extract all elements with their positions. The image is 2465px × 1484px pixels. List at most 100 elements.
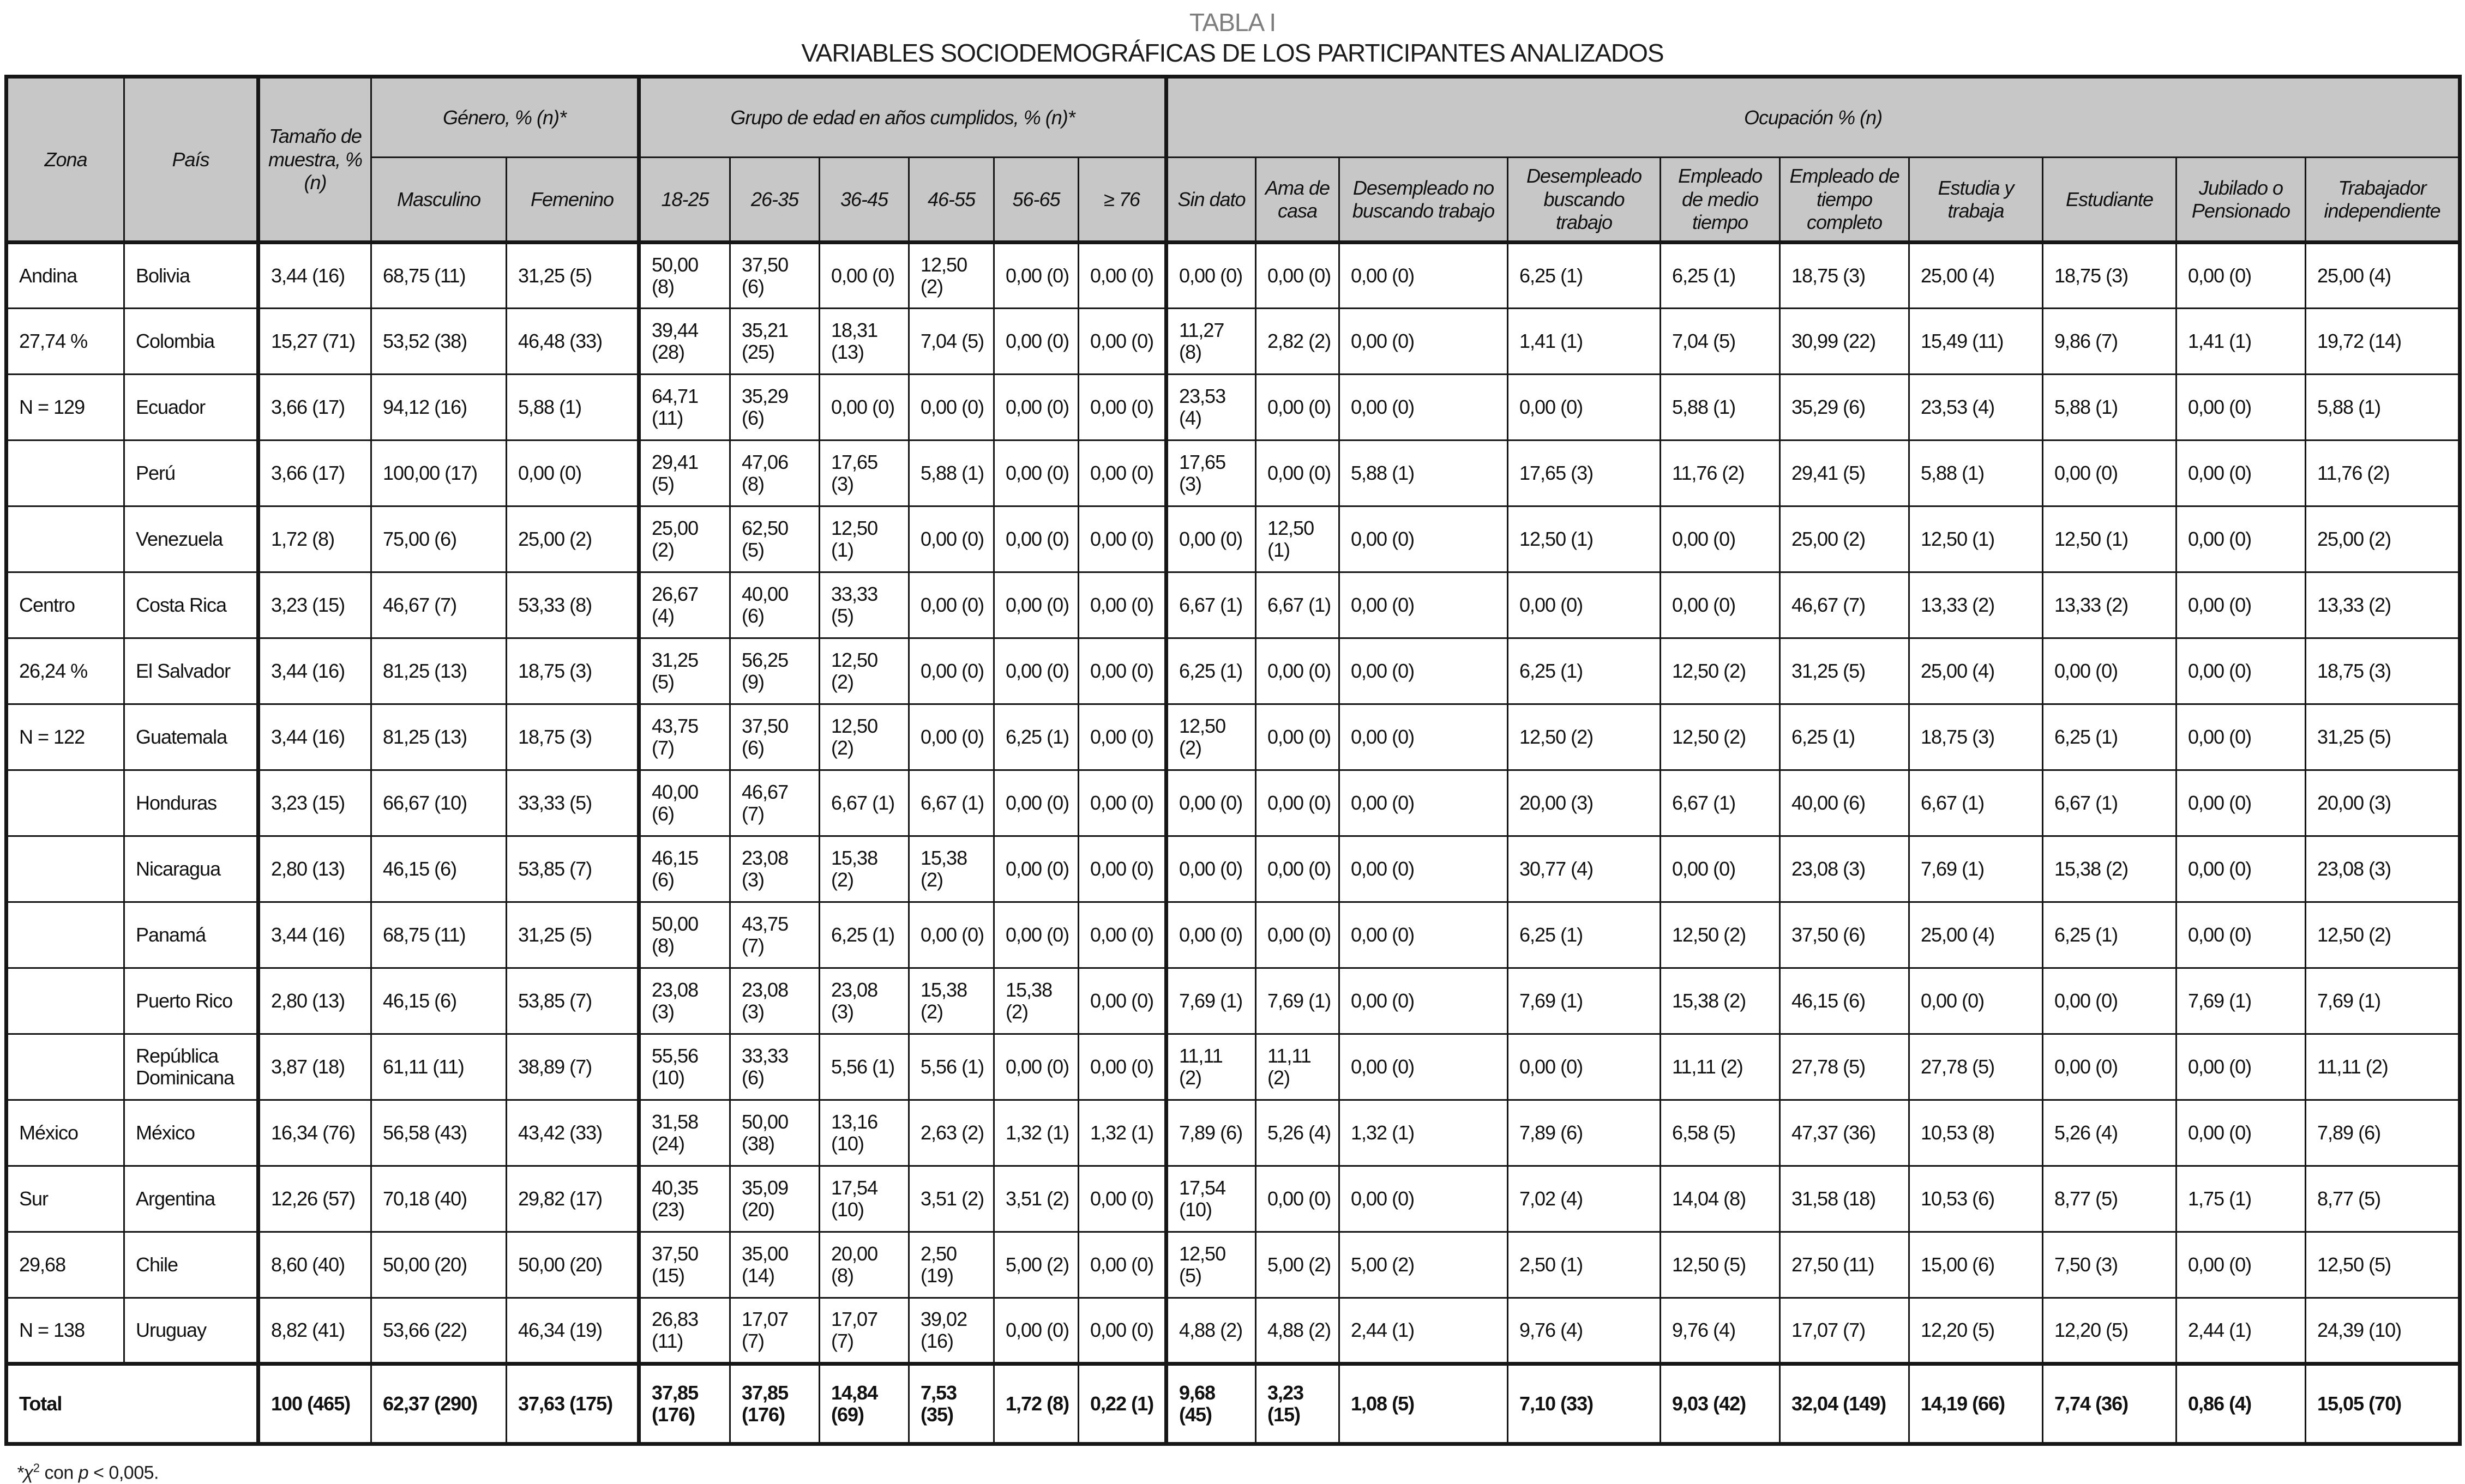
country-cell: República Dominicana <box>123 1033 259 1101</box>
value-cell: 11,76 (2) <box>1660 439 1781 508</box>
value-cell: 7,69 (1) <box>1164 967 1257 1035</box>
value-cell: 3,44 (16) <box>256 242 372 310</box>
table-row: 27,74 % Colombia 15,27 (71) 53,52 (38) 46,48… <box>5 307 2461 376</box>
value-cell: 3,23 (15) <box>256 571 372 640</box>
value-cell: 3,66 (17) <box>256 373 372 442</box>
col-group-edad: Grupo de edad en años cumplidos, % (n)* <box>637 76 1168 159</box>
value-cell: 7,69 (1) <box>1908 835 2044 903</box>
value-cell: 6,67 (1) <box>1255 571 1340 640</box>
table-row: N = 122 Guatemala 3,44 (16) 81,25 (13) 18,75… <box>5 703 2461 771</box>
value-cell: 0,00 (0) <box>1164 242 1257 310</box>
value-cell: 0,00 (0) <box>1164 901 1257 969</box>
value-cell: 3,44 (16) <box>256 901 372 969</box>
zone-cell: 26,24 % <box>5 637 125 705</box>
value-cell: 12,20 (5) <box>1908 1297 2044 1365</box>
value-cell: 0,00 (0) <box>2175 439 2307 508</box>
value-cell: 6,25 (1) <box>1660 242 1781 310</box>
subcol-ocupacion: Ama de casa <box>1255 156 1340 245</box>
value-cell: 6,25 (1) <box>819 901 910 969</box>
value-cell: 0,00 (0) <box>908 703 995 771</box>
value-cell: 0,00 (0) <box>2175 571 2307 640</box>
table-title: TABLA I VARIABLES SOCIODEMOGRÁFICAS DE L… <box>0 0 2465 67</box>
value-cell: 27,78 (5) <box>1779 1033 1910 1101</box>
value-cell: 23,08 (3) <box>729 835 821 903</box>
value-cell: 0,00 (0) <box>993 242 1080 310</box>
total-value-cell: 15,05 (70) <box>2305 1362 2461 1445</box>
value-cell: 25,00 (2) <box>637 505 731 574</box>
subcol-ocupacion: Estudiante <box>2042 156 2178 245</box>
value-cell: 6,67 (1) <box>1908 769 2044 837</box>
value-cell: 50,00 (8) <box>637 242 731 310</box>
table-row: Panamá 3,44 (16) 68,75 (11) 31,25 (5) 50,00 … <box>5 901 2461 969</box>
value-cell: 0,00 (0) <box>2175 901 2307 969</box>
total-value-cell: 3,23 (15) <box>1255 1362 1340 1445</box>
value-cell: 0,00 (0) <box>993 901 1080 969</box>
value-cell: 0,00 (0) <box>1164 835 1257 903</box>
zone-cell <box>5 835 125 903</box>
value-cell: 23,53 (4) <box>1164 373 1257 442</box>
value-cell: 30,77 (4) <box>1507 835 1662 903</box>
value-cell: 0,00 (0) <box>2175 505 2307 574</box>
subcol-genero: Femenino <box>505 156 640 245</box>
value-cell: 0,00 (0) <box>1255 901 1340 969</box>
value-cell: 20,00 (3) <box>1507 769 1662 837</box>
value-cell: 3,44 (16) <box>256 703 372 771</box>
value-cell: 17,54 (10) <box>819 1165 910 1233</box>
value-cell: 0,00 (0) <box>1255 1165 1340 1233</box>
value-cell: 12,50 (1) <box>1507 505 1662 574</box>
footnote-threshold: < 0,005. <box>88 1462 159 1483</box>
value-cell: 6,58 (5) <box>1660 1099 1781 1167</box>
value-cell: 5,00 (2) <box>993 1231 1080 1299</box>
value-cell: 12,50 (1) <box>819 505 910 574</box>
value-cell: 6,25 (1) <box>1507 901 1662 969</box>
value-cell: 0,00 (0) <box>1908 967 2044 1035</box>
subcol-ocupacion: Empleado de tiempo completo <box>1779 156 1910 245</box>
table-row: Perú 3,66 (17) 100,00 (17) 0,00 (0) 29,41 (5… <box>5 439 2461 508</box>
p-symbol: p <box>78 1462 89 1483</box>
value-cell: 0,00 (0) <box>908 373 995 442</box>
value-cell: 40,00 (6) <box>1779 769 1910 837</box>
value-cell: 18,75 (3) <box>505 637 640 705</box>
value-cell: 12,50 (2) <box>1507 703 1662 771</box>
value-cell: 6,67 (1) <box>2042 769 2178 837</box>
value-cell: 5,26 (4) <box>2042 1099 2178 1167</box>
value-cell: 4,88 (2) <box>1164 1297 1257 1365</box>
value-cell: 18,75 (3) <box>1779 242 1910 310</box>
value-cell: 37,50 (15) <box>637 1231 731 1299</box>
total-value-cell: 0,86 (4) <box>2175 1362 2307 1445</box>
value-cell: 0,00 (0) <box>1078 637 1168 705</box>
value-cell: 0,00 (0) <box>1507 571 1662 640</box>
value-cell: 5,56 (1) <box>819 1033 910 1101</box>
value-cell: 15,38 (2) <box>819 835 910 903</box>
value-cell: 7,69 (1) <box>1507 967 1662 1035</box>
table-row: 29,68 Chile 8,60 (40) 50,00 (20) 50,00 (20) 3… <box>5 1231 2461 1299</box>
value-cell: 18,75 (3) <box>2305 637 2461 705</box>
zone-cell: 27,74 % <box>5 307 125 376</box>
subcol-ocupacion: Desempleado buscando trabajo <box>1507 156 1662 245</box>
value-cell: 12,50 (2) <box>1660 901 1781 969</box>
zone-cell <box>5 769 125 837</box>
value-cell: 0,00 (0) <box>1078 1165 1168 1233</box>
zone-cell: Andina <box>5 242 125 310</box>
value-cell: 81,25 (13) <box>370 703 507 771</box>
value-cell: 0,00 (0) <box>993 307 1080 376</box>
value-cell: 33,33 (6) <box>729 1033 821 1101</box>
value-cell: 0,00 (0) <box>993 1297 1080 1365</box>
value-cell: 29,82 (17) <box>505 1165 640 1233</box>
value-cell: 50,00 (20) <box>370 1231 507 1299</box>
table-row: Venezuela 1,72 (8) 75,00 (6) 25,00 (2) 25,00… <box>5 505 2461 574</box>
value-cell: 17,65 (3) <box>1164 439 1257 508</box>
value-cell: 2,44 (1) <box>2175 1297 2307 1365</box>
country-cell: Nicaragua <box>123 835 259 903</box>
value-cell: 5,88 (1) <box>908 439 995 508</box>
value-cell: 23,08 (3) <box>2305 835 2461 903</box>
value-cell: 8,77 (5) <box>2042 1165 2178 1233</box>
country-cell: Uruguay <box>123 1297 259 1365</box>
table-row: Centro Costa Rica 3,23 (15) 46,67 (7) 53,33 … <box>5 571 2461 640</box>
value-cell: 5,26 (4) <box>1255 1099 1340 1167</box>
value-cell: 17,07 (7) <box>1779 1297 1910 1365</box>
value-cell: 9,86 (7) <box>2042 307 2178 376</box>
country-cell: Venezuela <box>123 505 259 574</box>
value-cell: 7,89 (6) <box>1164 1099 1257 1167</box>
value-cell: 24,39 (10) <box>2305 1297 2461 1365</box>
